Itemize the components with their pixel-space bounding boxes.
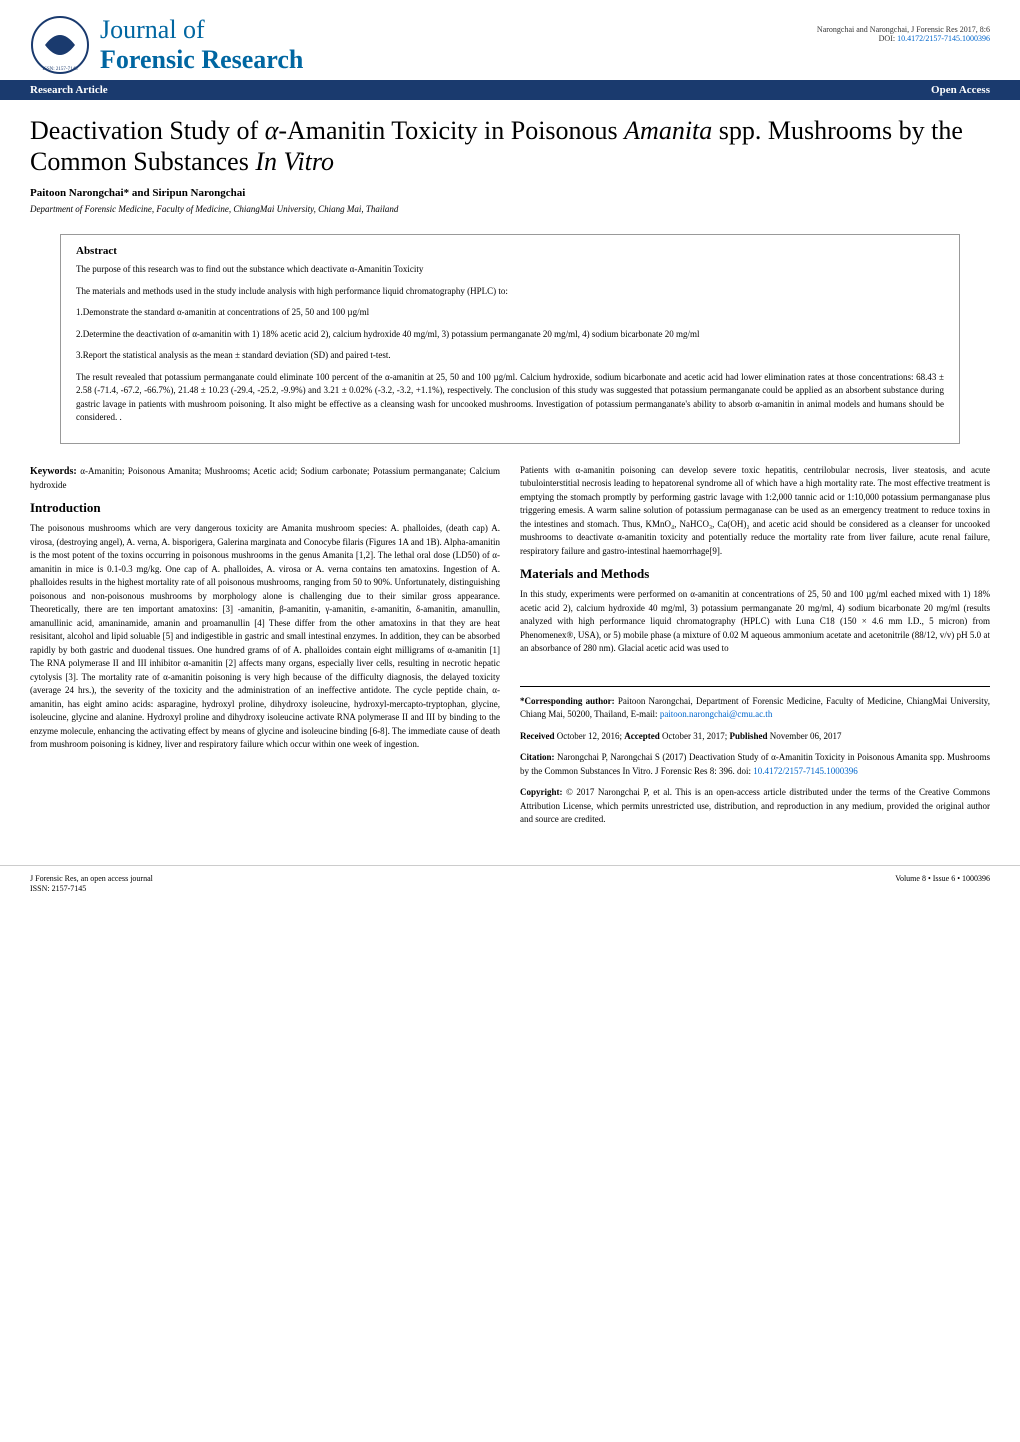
doi-label: DOI: [879, 34, 897, 43]
affiliation: Department of Forensic Medicine, Faculty… [0, 204, 1020, 224]
published-date: November 06, 2017 [770, 731, 842, 741]
copyright-text: © 2017 Narongchai P, et al. This is an o… [520, 787, 990, 824]
abstract-p1: The purpose of this research was to find… [76, 263, 944, 277]
footer-issn: ISSN: 2157-7145 [30, 884, 153, 894]
received-label: Received [520, 731, 557, 741]
corresponding-author: *Corresponding author: Paitoon Narongcha… [520, 695, 990, 722]
abstract-heading: Abstract [76, 245, 944, 257]
citation-text: Narongchai and Narongchai, J Forensic Re… [817, 25, 990, 34]
article-type-bar: Research Article Open Access [0, 80, 1020, 100]
header-right: Narongchai and Narongchai, J Forensic Re… [817, 15, 990, 43]
abstract-p5: 3.Report the statistical analysis as the… [76, 349, 944, 363]
corresponding-label: *Corresponding author: [520, 696, 618, 706]
abstract-p6: The result revealed that potassium perma… [76, 371, 944, 425]
citation-label: Citation: [520, 752, 557, 762]
abstract-p3: 1.Demonstrate the standard α-amanitin at… [76, 306, 944, 320]
title-invitro: In Vitro [255, 147, 334, 176]
journal-name: Journal of Forensic Research [100, 15, 303, 75]
col2-top-p1: Patients with α-amanitin poisoning can d… [520, 464, 990, 559]
footer-left: J Forensic Res, an open access journal I… [30, 874, 153, 895]
journal-name-line1: Journal of [100, 15, 303, 45]
footer-right: Volume 8 • Issue 6 • 1000396 [895, 874, 990, 895]
introduction-heading: Introduction [30, 500, 500, 516]
doi-value: 10.4172/2157-7145.1000396 [897, 34, 990, 43]
keywords-label: Keywords: [30, 466, 80, 477]
dates-line: Received October 12, 2016; Accepted Octo… [520, 730, 990, 744]
page-footer: J Forensic Res, an open access journal I… [0, 865, 1020, 903]
citation-line: Citation: Narongchai P, Narongchai S (20… [520, 751, 990, 778]
abstract-p4: 2.Determine the deactivation of α-amanit… [76, 328, 944, 342]
published-label: Published [729, 731, 769, 741]
keywords-text: α-Amanitin; Poisonous Amanita; Mushrooms… [30, 466, 500, 490]
journal-logo-icon: ISSN: 2157-7145 [30, 15, 90, 75]
correspondence-box: *Corresponding author: Paitoon Narongcha… [520, 686, 990, 827]
title-species: Amanita [624, 116, 712, 145]
footer-journal: J Forensic Res, an open access journal [30, 874, 153, 884]
title-pre: Deactivation Study of [30, 116, 265, 145]
copyright-label: Copyright: [520, 787, 566, 797]
received-date: October 12, 2016; [557, 731, 625, 741]
methods-p1: In this study, experiments were performe… [520, 588, 990, 656]
svg-text:ISSN: 2157-7145: ISSN: 2157-7145 [42, 67, 78, 72]
keywords-paragraph: Keywords: α-Amanitin; Poisonous Amanita;… [30, 464, 500, 493]
article-type-label: Research Article [30, 84, 108, 96]
article-title: Deactivation Study of α-Amanitin Toxicit… [0, 100, 1020, 182]
journal-name-line2: Forensic Research [100, 45, 303, 75]
citation-doi: 10.4172/2157-7145.1000396 [753, 766, 858, 776]
abstract-p2: The materials and methods used in the st… [76, 285, 944, 299]
methods-heading: Materials and Methods [520, 566, 990, 582]
title-alpha: α [265, 116, 279, 145]
page-header: ISSN: 2157-7145 Journal of Forensic Rese… [0, 0, 1020, 75]
two-column-body: Keywords: α-Amanitin; Poisonous Amanita;… [0, 454, 1020, 845]
doi-line: DOI: 10.4172/2157-7145.1000396 [817, 34, 990, 43]
header-left: ISSN: 2157-7145 Journal of Forensic Rese… [30, 15, 303, 75]
accepted-date: October 31, 2017; [662, 731, 730, 741]
abstract-box: Abstract The purpose of this research wa… [60, 234, 960, 444]
left-column: Keywords: α-Amanitin; Poisonous Amanita;… [30, 464, 500, 835]
title-mid: -Amanitin Toxicity in Poisonous [278, 116, 624, 145]
corresponding-email: paitoon.narongchai@cmu.ac.th [660, 709, 773, 719]
open-access-label: Open Access [931, 84, 990, 96]
introduction-p1: The poisonous mushrooms which are very d… [30, 522, 500, 752]
copyright-line: Copyright: © 2017 Narongchai P, et al. T… [520, 786, 990, 827]
accepted-label: Accepted [624, 731, 662, 741]
authors: Paitoon Narongchai* and Siripun Narongch… [0, 182, 1020, 204]
right-column: Patients with α-amanitin poisoning can d… [520, 464, 990, 835]
